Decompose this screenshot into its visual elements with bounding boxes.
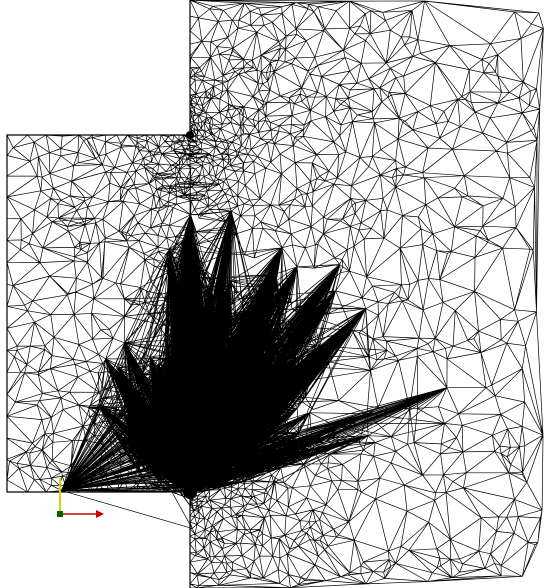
axis-triad-icon bbox=[57, 478, 104, 518]
x-axis-arrowhead-icon bbox=[96, 510, 104, 518]
refined-corner-top bbox=[186, 131, 194, 139]
origin-marker-icon bbox=[57, 511, 63, 517]
boundary-outline bbox=[6, 0, 191, 588]
refined-corner-bottom bbox=[183, 485, 197, 499]
domain-boundary bbox=[6, 0, 197, 588]
